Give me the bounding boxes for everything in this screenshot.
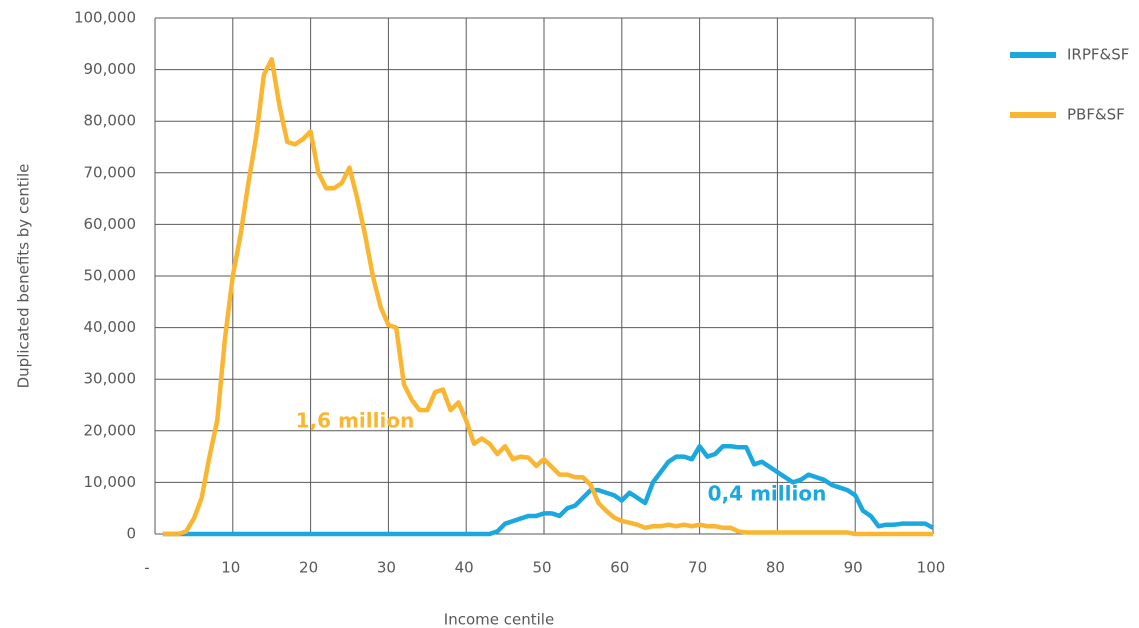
y-tick-label: 80,000 bbox=[84, 112, 137, 130]
y-tick-label: 40,000 bbox=[84, 318, 137, 336]
legend-label: IRPF&SF bbox=[1067, 46, 1129, 64]
x-tick-label: 80 bbox=[766, 559, 785, 577]
y-tick-label: 60,000 bbox=[84, 215, 137, 233]
series-line bbox=[162, 57, 933, 537]
y-tick-label: 50,000 bbox=[84, 267, 137, 285]
y-tick-label: 30,000 bbox=[84, 370, 137, 388]
x-axis-label: Income centile bbox=[444, 611, 554, 628]
x-tick-label: 100 bbox=[917, 559, 946, 577]
annotation: 0,4 million bbox=[708, 482, 827, 506]
x-tick-label: 10 bbox=[221, 559, 240, 577]
series-line bbox=[162, 444, 935, 537]
x-tick-label: 30 bbox=[377, 559, 396, 577]
y-tick-label: 90,000 bbox=[84, 60, 137, 78]
x-tick-label: 40 bbox=[455, 559, 474, 577]
y-tick-label: 70,000 bbox=[84, 163, 137, 181]
y-tick-label: 10,000 bbox=[84, 473, 137, 491]
x-tick-label: - bbox=[144, 559, 149, 577]
y-axis-label: Duplicated benefits by centile bbox=[15, 164, 33, 389]
y-tick-label: 100,000 bbox=[74, 9, 136, 27]
y-tick-label: 0 bbox=[126, 525, 136, 543]
annotation: 1,6 million bbox=[296, 409, 415, 433]
x-tick-label: 20 bbox=[299, 559, 318, 577]
x-tick-label: 60 bbox=[610, 559, 629, 577]
x-tick-label: 90 bbox=[844, 559, 863, 577]
legend-label: PBF&SF bbox=[1067, 106, 1125, 124]
x-tick-label: 70 bbox=[688, 559, 707, 577]
x-tick-label: 50 bbox=[532, 559, 551, 577]
y-tick-label: 20,000 bbox=[84, 421, 137, 439]
